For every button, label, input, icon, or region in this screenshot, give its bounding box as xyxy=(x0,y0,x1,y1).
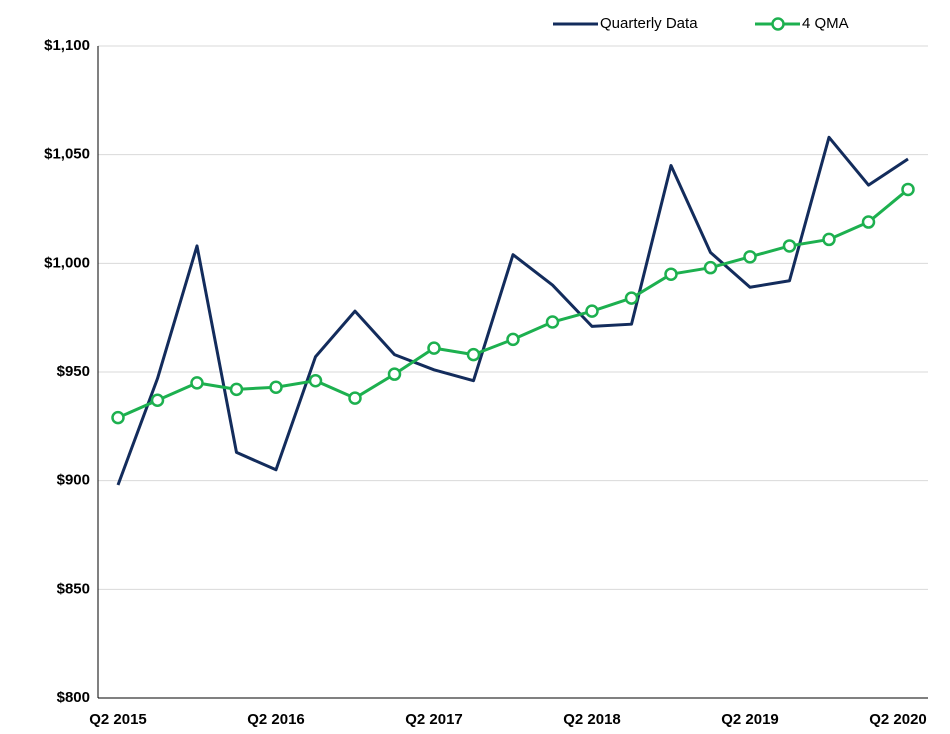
x-tick-label: Q2 2017 xyxy=(405,711,463,728)
legend-label: Quarterly Data xyxy=(600,15,698,32)
y-tick-label: $800 xyxy=(57,689,90,706)
marker xyxy=(822,232,836,247)
marker xyxy=(111,410,125,425)
legend-label: 4 QMA xyxy=(802,15,849,32)
marker xyxy=(624,291,639,305)
marker xyxy=(387,367,402,381)
legend-marker xyxy=(771,17,785,31)
marker xyxy=(190,376,204,390)
y-tick-label: $1,000 xyxy=(44,254,90,271)
marker xyxy=(664,267,678,281)
x-tick-label: Q2 2019 xyxy=(721,711,779,728)
marker xyxy=(269,380,283,394)
y-tick-label: $850 xyxy=(57,580,90,597)
marker xyxy=(782,239,797,253)
marker xyxy=(703,260,718,275)
marker xyxy=(348,391,362,405)
marker xyxy=(427,341,441,355)
x-tick-label: Q2 2020 xyxy=(869,711,927,728)
marker xyxy=(466,347,481,362)
marker xyxy=(506,332,520,347)
x-tick-label: Q2 2015 xyxy=(89,711,147,728)
marker xyxy=(150,393,165,408)
marker xyxy=(861,215,876,229)
marker xyxy=(308,373,323,388)
x-tick-label: Q2 2016 xyxy=(247,711,305,728)
x-tick-label: Q2 2018 xyxy=(563,711,621,728)
series-line xyxy=(116,135,909,486)
y-tick-label: $900 xyxy=(57,472,90,489)
y-tick-label: $1,050 xyxy=(44,146,90,163)
marker xyxy=(585,304,599,318)
y-tick-label: $1,100 xyxy=(44,37,90,54)
marker xyxy=(545,315,560,329)
marker xyxy=(229,382,244,397)
y-tick-label: $950 xyxy=(57,363,90,380)
marker xyxy=(901,182,915,197)
marker xyxy=(743,250,757,264)
